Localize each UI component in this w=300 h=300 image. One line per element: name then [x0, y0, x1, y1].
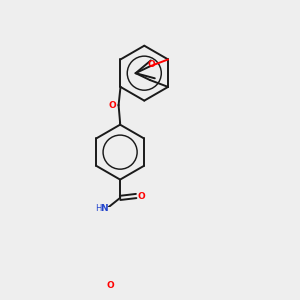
Text: O: O	[138, 191, 146, 200]
Text: O: O	[107, 281, 114, 290]
Text: O: O	[148, 59, 155, 68]
Text: N: N	[100, 204, 107, 213]
Text: O: O	[109, 101, 116, 110]
Text: H: H	[95, 204, 102, 213]
